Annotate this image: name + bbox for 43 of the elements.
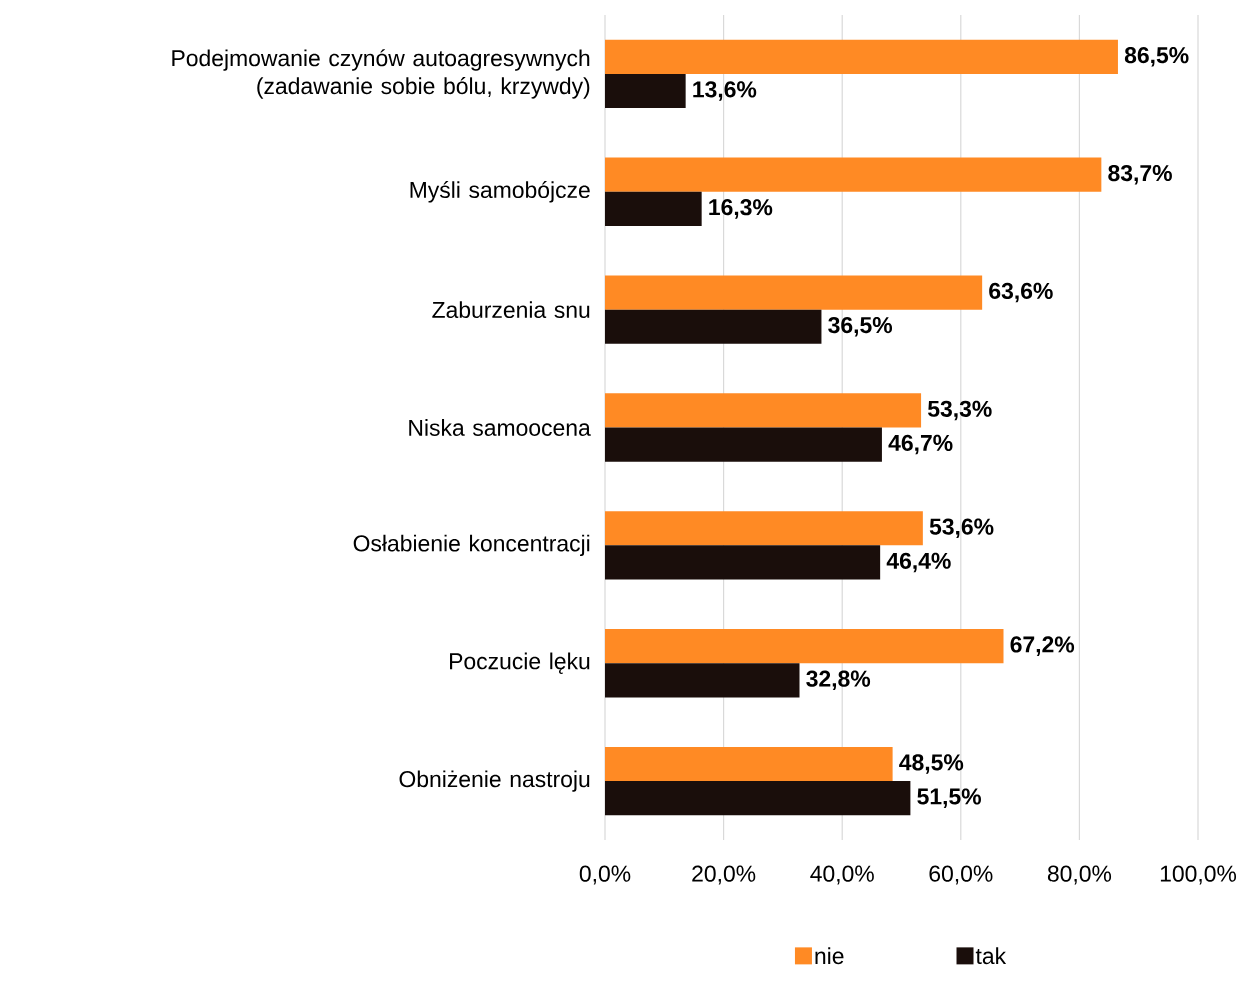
data-label: 86,5% — [1124, 47, 1189, 67]
y-tick-label: Niska samoocena — [409, 419, 591, 436]
y-tick-label: Podejmowanie czynów autoagresywnych (zadawanie sobie bólu, krzywdy) — [172, 49, 590, 99]
data-label: 53,6% — [929, 518, 994, 539]
x-tick-label: 0,0% — [579, 865, 631, 885]
y-tick-label: Obniżenie nastroju — [399, 770, 590, 792]
bar — [605, 39, 1118, 74]
data-label: 51,5% — [917, 788, 981, 808]
y-tick-label: Zaburzenia snu — [432, 301, 590, 319]
data-label: 16,3% — [709, 199, 773, 219]
data-label: 32,8% — [806, 670, 871, 691]
data-label: 48,5% — [899, 754, 964, 774]
bar — [605, 511, 923, 546]
bar — [605, 191, 702, 226]
data-label: 13,6% — [693, 81, 757, 101]
bar — [605, 275, 983, 310]
data-label: 36,5% — [828, 316, 893, 337]
x-tick-label: 20,0% — [692, 865, 756, 885]
data-label: 63,6% — [989, 282, 1053, 303]
bar — [605, 309, 822, 344]
y-tick-label: Myśli samobójcze — [410, 180, 590, 203]
data-label: 53,3% — [927, 400, 992, 421]
x-tick-label: 80,0% — [1047, 865, 1112, 885]
bar — [605, 545, 881, 580]
data-label: 46,7% — [888, 434, 953, 455]
data-label: 67,2% — [1010, 636, 1075, 656]
bar — [605, 663, 800, 698]
data-label: 46,4% — [886, 552, 951, 573]
y-tick-label: Osłabienie koncentracji — [353, 534, 590, 557]
x-tick-label: 60,0% — [929, 865, 993, 885]
legend-label: tak — [975, 947, 1007, 965]
legend-label: nie — [815, 947, 844, 965]
bar — [605, 393, 922, 428]
bar — [605, 427, 882, 462]
bar — [605, 746, 893, 782]
bar — [605, 157, 1102, 192]
bar — [605, 73, 686, 109]
x-tick-label: 40,0% — [810, 865, 874, 885]
bar — [605, 781, 911, 816]
data-label: 83,7% — [1108, 164, 1172, 185]
y-tick-label: Poczucie lęku — [450, 652, 590, 674]
x-tick-label: 100,0% — [1160, 865, 1237, 885]
bar — [605, 629, 1004, 664]
